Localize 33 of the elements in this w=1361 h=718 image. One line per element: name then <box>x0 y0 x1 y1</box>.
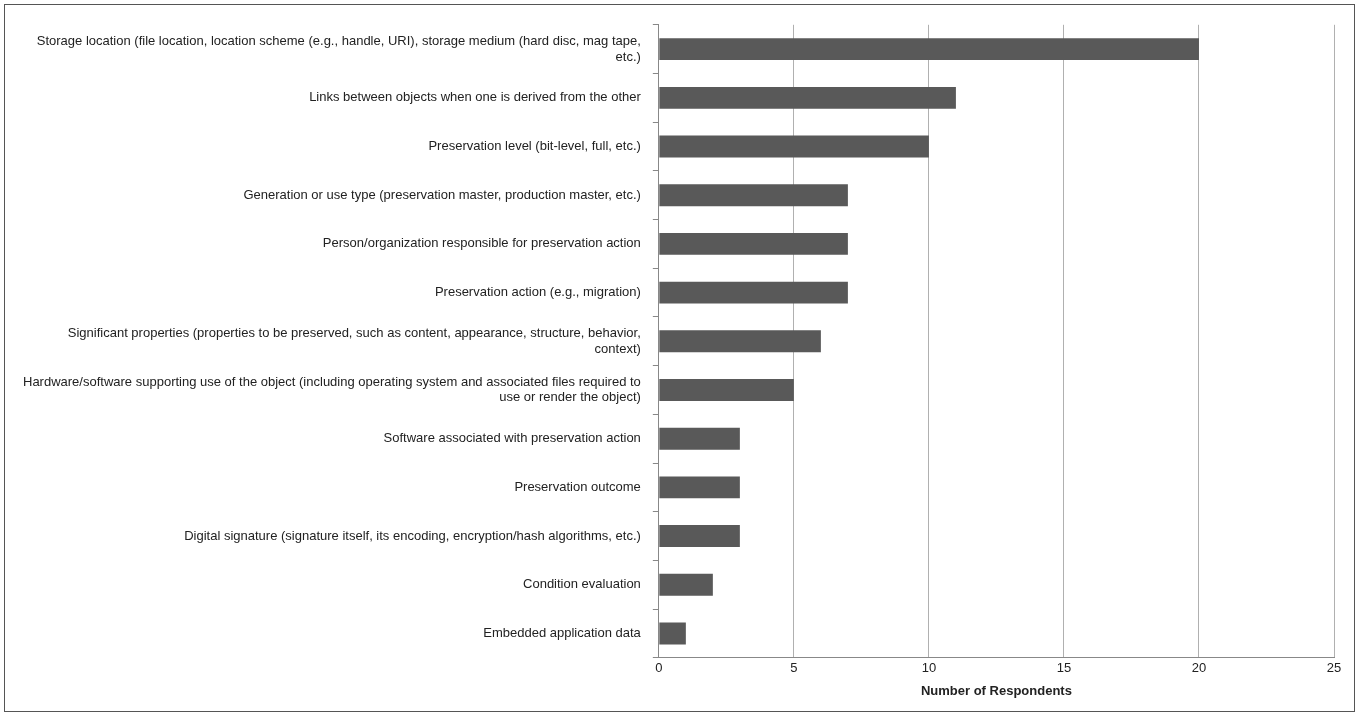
bar <box>659 135 929 158</box>
bar <box>659 379 794 401</box>
y-tick-label: Person/organization responsible for preservation action <box>322 235 641 251</box>
bar <box>659 281 848 304</box>
y-tick-label: Links between objects when one is derived from the other <box>309 89 642 105</box>
y-tick-label: Storage location (file location, location scheme (e.g., handle, URI), storage medium (hard disc, mag tape, etc.) <box>36 32 641 64</box>
y-tick-label: Significant properties (properties to be preserved, such as content, appearance, structure, behavior, context) <box>67 325 641 356</box>
bar <box>659 330 821 353</box>
bar <box>659 476 740 499</box>
y-tick-label: Digital signature (signature itself, its encoding, encryption/hash algorithms, etc.) <box>184 527 641 543</box>
bar <box>659 427 740 450</box>
bar <box>659 86 956 109</box>
x-tick-label: 15 <box>1056 660 1072 676</box>
x-tick-label: 10 <box>921 660 937 676</box>
y-tick-label: Condition evaluation <box>523 576 641 592</box>
bar <box>659 38 1199 61</box>
y-tick-label: Hardware/software supporting use of the object (including operating system and associated files required to use or render the object) <box>23 373 641 405</box>
bar <box>659 525 740 548</box>
y-tick-label: Generation or use type (preservation master, production master, etc.) <box>243 186 641 202</box>
y-tick-label: Software associated with preservation action <box>383 430 641 446</box>
x-tick-label: 5 <box>790 660 798 676</box>
bar <box>659 184 848 207</box>
y-tick-label: Preservation action (e.g., migration) <box>434 284 641 300</box>
x-tick-label: 20 <box>1191 660 1207 676</box>
x-tick-label: 25 <box>1326 660 1342 676</box>
bar <box>659 573 713 596</box>
x-axis-title: Number of Respondents <box>920 682 1072 698</box>
y-tick-label: Preservation outcome <box>514 478 641 494</box>
bar <box>659 232 848 255</box>
y-tick-label: Preservation level (bit-level, full, etc.) <box>428 138 641 154</box>
bar <box>659 622 686 645</box>
x-tick-label: 0 <box>655 660 663 676</box>
y-tick-label: Embedded application data <box>483 625 642 641</box>
